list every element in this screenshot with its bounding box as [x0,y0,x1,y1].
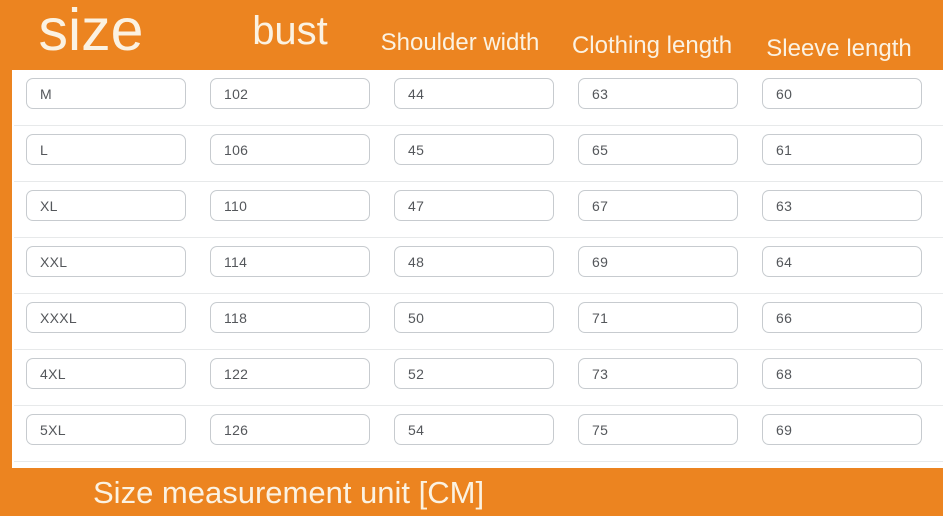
sleeve-length-cell: 66 [762,302,922,333]
size-chart-header: size bust Shoulder width Clothing length… [0,0,943,70]
clothing-length-cell: 71 [578,302,738,333]
table-row: 5XL 126 54 75 69 [0,406,943,462]
shoulder-width-cell: 47 [394,190,554,221]
sleeve-length-cell: 61 [762,134,922,165]
row-divider [14,461,943,462]
bust-cell: 110 [210,190,370,221]
table-row: 4XL 122 52 73 68 [0,350,943,406]
sleeve-length-cell: 69 [762,414,922,445]
bust-cell: 106 [210,134,370,165]
clothing-length-cell: 65 [578,134,738,165]
column-header-clothing-length: Clothing length [571,32,733,59]
clothing-length-cell: 75 [578,414,738,445]
shoulder-width-cell: 48 [394,246,554,277]
clothing-length-cell: 73 [578,358,738,389]
shoulder-width-cell: 44 [394,78,554,109]
row-divider [14,293,943,294]
bust-cell: 102 [210,78,370,109]
size-cell: 5XL [26,414,186,445]
bust-cell: 118 [210,302,370,333]
size-table: M 102 44 63 60 L 106 45 65 61 XL 110 47 … [0,70,943,462]
table-row: XL 110 47 67 63 [0,182,943,238]
row-divider [14,125,943,126]
shoulder-width-cell: 45 [394,134,554,165]
table-row: L 106 45 65 61 [0,126,943,182]
size-cell: 4XL [26,358,186,389]
left-accent-stripe [0,0,12,516]
clothing-length-cell: 63 [578,78,738,109]
size-cell: XXXL [26,302,186,333]
shoulder-width-cell: 50 [394,302,554,333]
size-cell: XXL [26,246,186,277]
size-cell: XL [26,190,186,221]
shoulder-width-cell: 52 [394,358,554,389]
table-row: XXXL 118 50 71 66 [0,294,943,350]
row-divider [14,181,943,182]
sleeve-length-cell: 63 [762,190,922,221]
measurement-unit-note: Size measurement unit [CM] [93,474,485,510]
sleeve-length-cell: 68 [762,358,922,389]
size-chart-footer: Size measurement unit [CM] [0,468,943,516]
size-cell: M [26,78,186,109]
table-row: XXL 114 48 69 64 [0,238,943,294]
shoulder-width-cell: 54 [394,414,554,445]
bust-cell: 114 [210,246,370,277]
column-header-bust: bust [252,9,328,53]
column-header-sleeve-length: Sleeve length [766,35,912,62]
sleeve-length-cell: 60 [762,78,922,109]
clothing-length-cell: 67 [578,190,738,221]
column-header-shoulder-width: Shoulder width [380,29,540,56]
table-row: M 102 44 63 60 [0,70,943,126]
sleeve-length-cell: 64 [762,246,922,277]
bust-cell: 126 [210,414,370,445]
row-divider [14,237,943,238]
bust-cell: 122 [210,358,370,389]
clothing-length-cell: 69 [578,246,738,277]
row-divider [14,349,943,350]
size-cell: L [26,134,186,165]
column-header-size: size [38,0,144,63]
row-divider [14,405,943,406]
